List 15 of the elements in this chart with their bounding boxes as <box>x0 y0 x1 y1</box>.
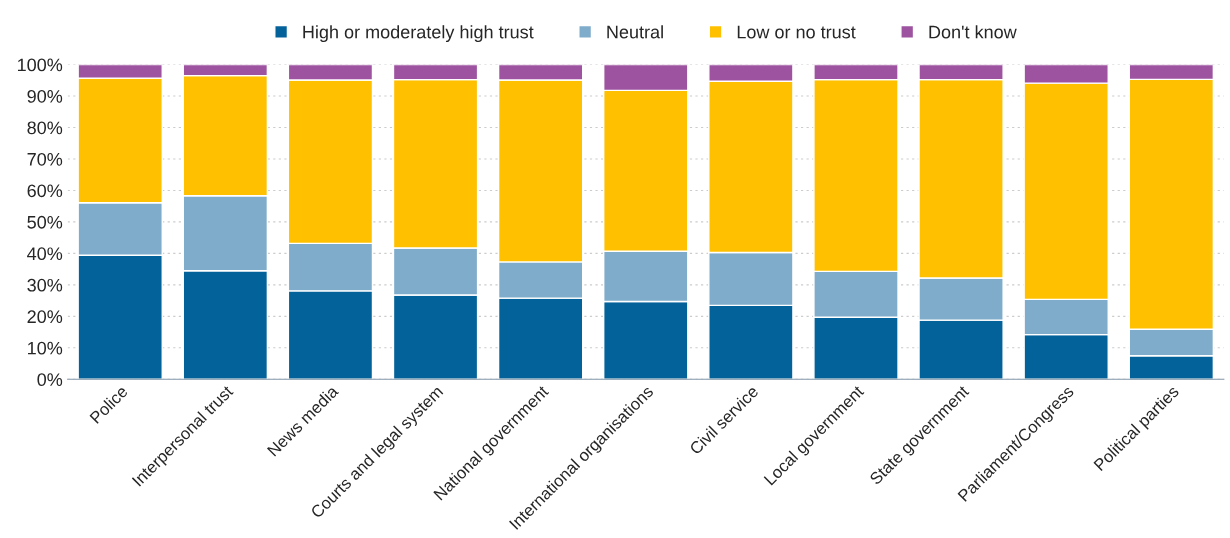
y-tick-label: 0% <box>37 373 63 387</box>
y-tick-label: 90% <box>27 89 63 103</box>
y-tick-label: 50% <box>27 215 63 229</box>
y-tick-label: 30% <box>27 278 63 292</box>
legend-label: Neutral <box>607 25 663 39</box>
y-tick-label: 40% <box>27 247 63 261</box>
y-tick-label: 60% <box>27 184 63 198</box>
y-tick-label: 70% <box>27 152 63 166</box>
legend-label: Low or no trust <box>737 25 856 39</box>
y-tick-label: 20% <box>27 310 63 324</box>
legend-label: High or moderately high trust <box>303 25 534 43</box>
y-tick-label: 100% <box>17 58 63 72</box>
legend-label: Don't know <box>929 25 1017 39</box>
y-tick-label: 10% <box>28 341 63 355</box>
y-tick-label: 80% <box>27 121 63 135</box>
